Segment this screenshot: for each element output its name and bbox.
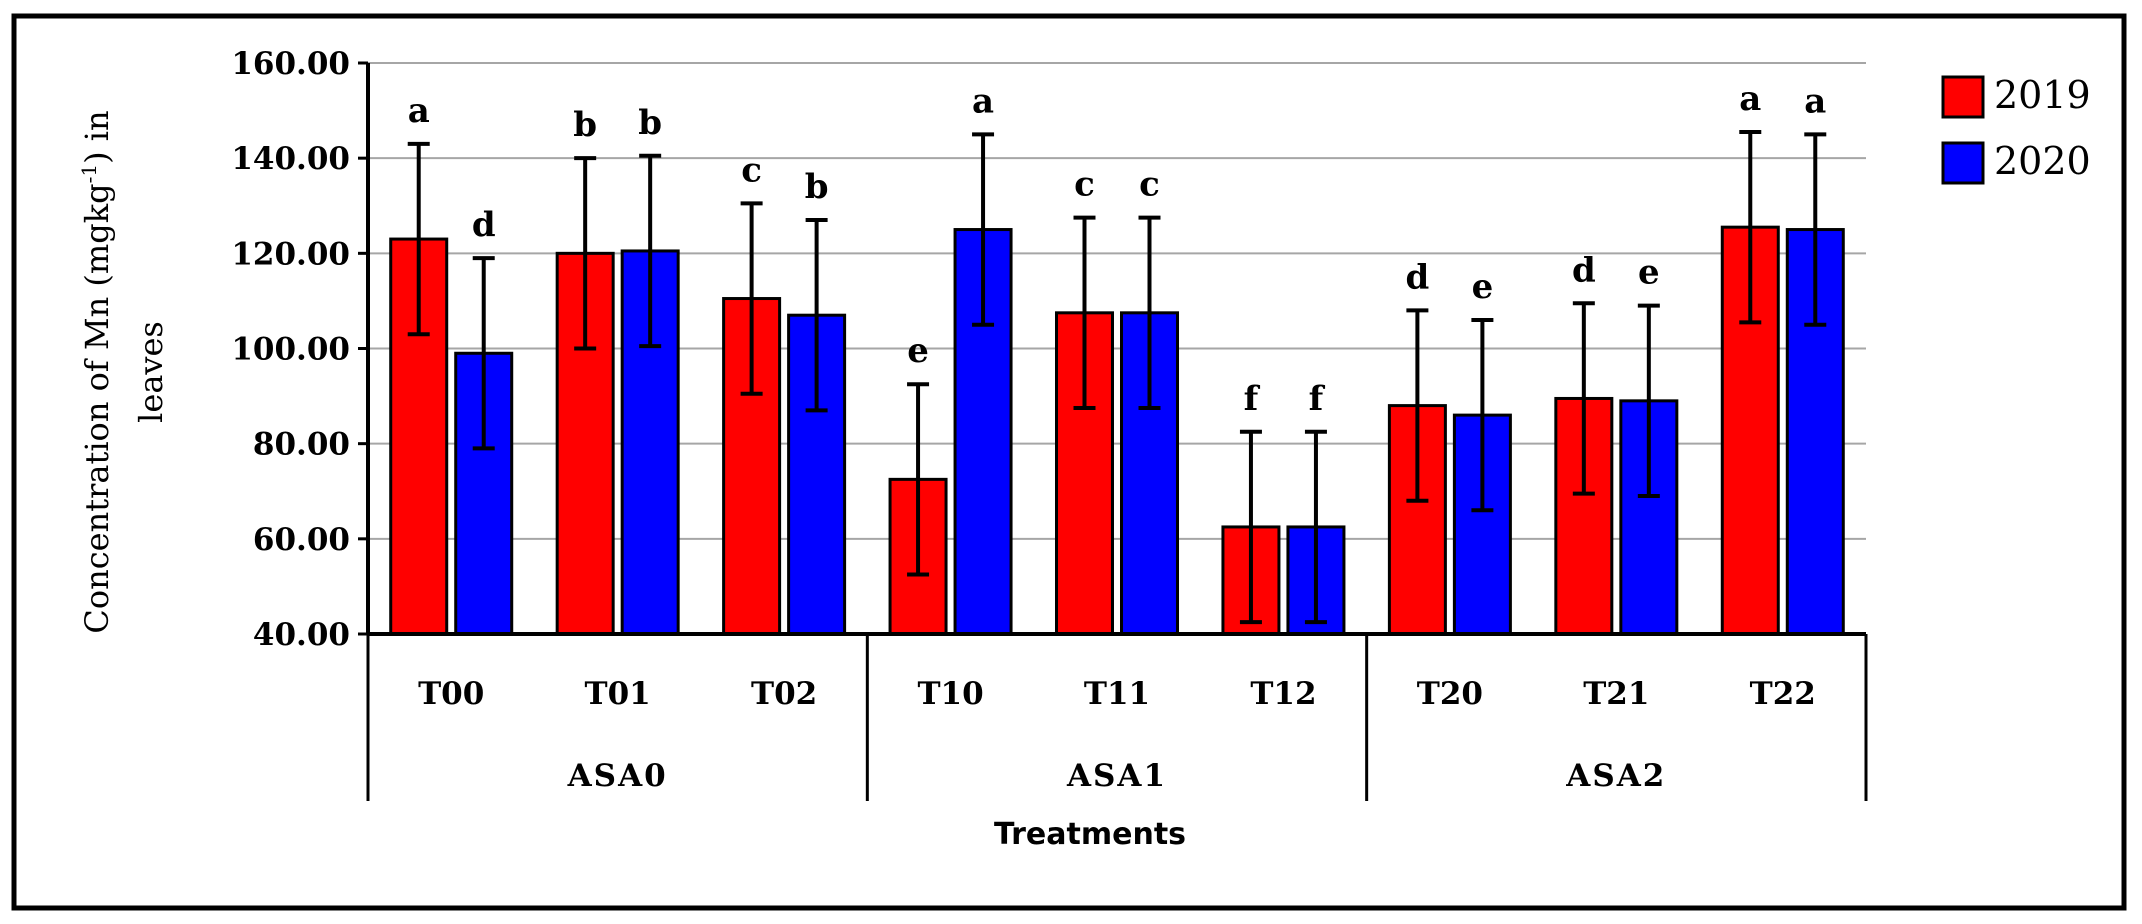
y-axis-label-sup: -1 (77, 164, 101, 183)
bars (389, 129, 1845, 636)
y-tick-labels: 40.00 60.00 80.00 100.00 120.00 140.00 160.00 (231, 46, 350, 653)
significance-letter-2020-T20: e (1472, 267, 1494, 307)
legend: 2019 2020 (1941, 73, 2091, 185)
x-tick-label-T12: T12 (1250, 676, 1316, 712)
significance-letter-2020-T10: a (972, 81, 994, 121)
group-label-ASA2: ASA2 (1565, 758, 1666, 794)
significance-letter-2019-T01: b (573, 105, 597, 145)
y-axis-label: Concentration of Mn (mgkg-1) in leaves (77, 110, 170, 633)
y-axis-label-line2: leaves (132, 321, 170, 423)
legend-swatch-2020 (1941, 141, 1985, 185)
group-label-ASA1: ASA1 (1066, 758, 1167, 794)
legend-swatch-2019 (1941, 75, 1985, 119)
y-tick-label-120: 120.00 (231, 236, 350, 272)
x-tick-labels: T00 T01 T02 T10 T11 T12 T20 T21 T22 (418, 676, 1816, 712)
significance-letter-2019-T20: d (1405, 257, 1429, 297)
group-label-ASA0: ASA0 (567, 758, 668, 794)
x-tick-label-T01: T01 (585, 676, 651, 712)
significance-letter-2020-T00: d (472, 205, 496, 245)
gridlines (368, 62, 1866, 540)
x-tick-label-T21: T21 (1583, 676, 1649, 712)
significance-letter-2020-T12: f (1309, 379, 1326, 419)
y-tick-label-40: 40.00 (253, 617, 350, 653)
y-tick-label-60: 60.00 (253, 522, 350, 558)
significance-letter-2019-T11: c (1074, 165, 1095, 205)
y-tick-label-160: 160.00 (231, 46, 350, 82)
x-tick-label-T10: T10 (917, 676, 983, 712)
x-axis-label: Treatments (994, 817, 1186, 852)
svg-text:Concentration of Mn (mgkg-1) i: Concentration of Mn (mgkg-1) in (77, 110, 116, 633)
y-tick-label-140: 140.00 (231, 141, 350, 177)
x-tick-label-T11: T11 (1084, 676, 1150, 712)
significance-letter-2019-T12: f (1244, 379, 1261, 419)
legend-label-2019: 2019 (1994, 73, 2091, 117)
x-tick-label-T02: T02 (751, 676, 817, 712)
significance-letter-2020-T22: a (1804, 81, 1826, 121)
significance-letter-2019-T22: a (1739, 79, 1761, 119)
significance-letter-2019-T00: a (408, 91, 430, 131)
significance-letter-2020-T11: c (1139, 165, 1160, 205)
significance-letter-2019-T10: e (907, 331, 929, 371)
y-tick-label-100: 100.00 (231, 332, 350, 368)
axes (358, 61, 1868, 801)
significance-letter-2019-T02: c (741, 150, 762, 190)
x-tick-label-T22: T22 (1750, 676, 1816, 712)
group-labels: ASA0 ASA1 ASA2 (567, 758, 1666, 794)
significance-letter-2019-T21: d (1572, 250, 1596, 290)
x-tick-label-T20: T20 (1417, 676, 1483, 712)
y-tick-label-80: 80.00 (253, 427, 350, 463)
significance-letter-2020-T21: e (1638, 253, 1660, 293)
significance-letters: a b c e c f d d a d b b a c f e e a (408, 79, 1827, 419)
y-axis-label-suffix: ) in (78, 110, 116, 164)
legend-label-2020: 2020 (1994, 139, 2091, 183)
y-axis-label-prefix: Concentration of Mn (mgkg (78, 183, 116, 633)
significance-letter-2020-T02: b (805, 167, 829, 207)
x-tick-label-T00: T00 (418, 676, 484, 712)
significance-letter-2020-T01: b (638, 103, 662, 143)
